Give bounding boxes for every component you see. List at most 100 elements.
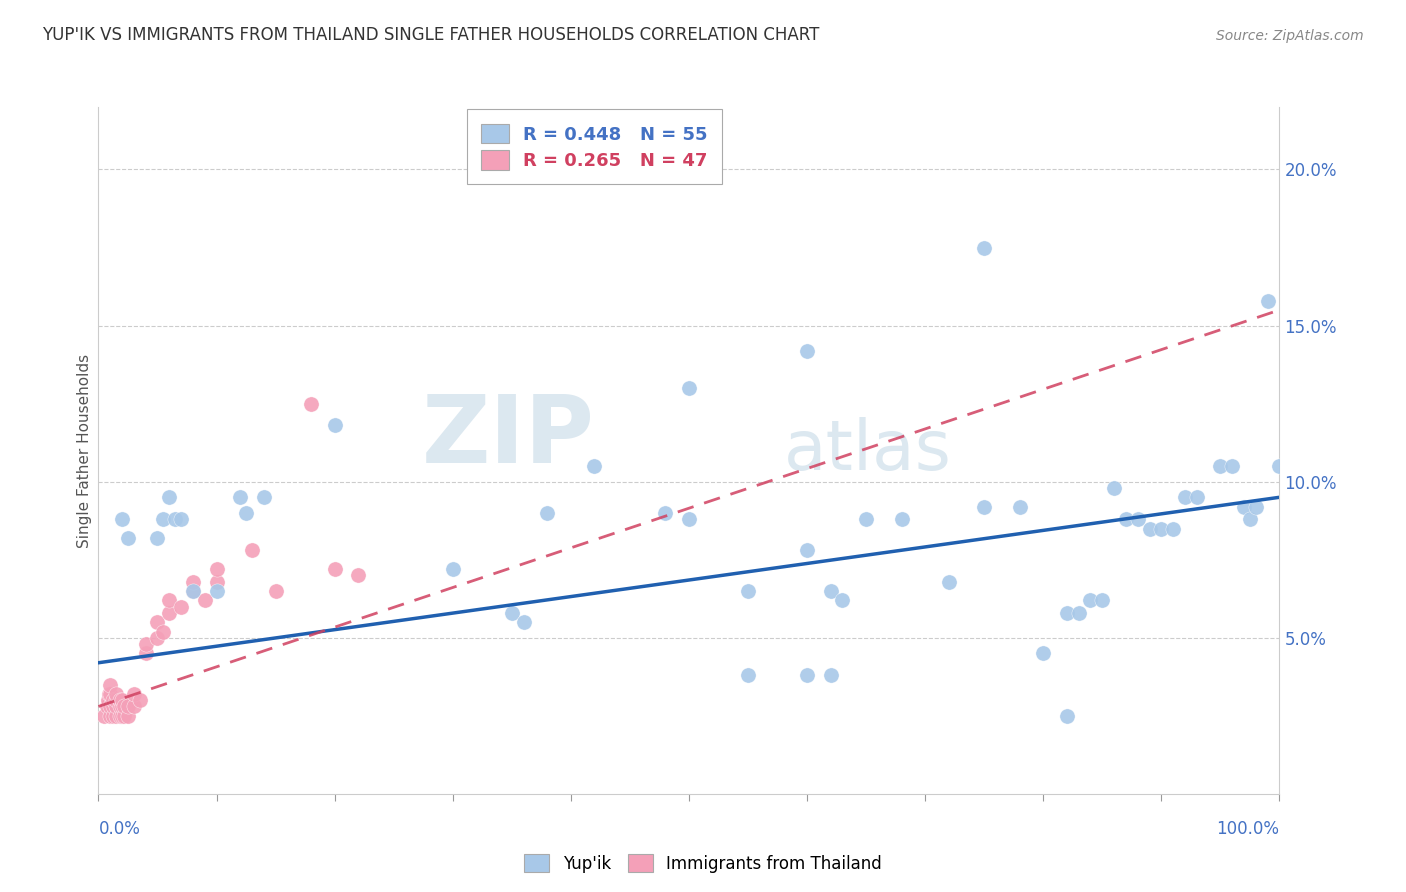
Text: ZIP: ZIP [422,391,595,483]
Point [323,418,346,433]
Text: atlas: atlas [783,417,952,484]
Point [146,531,169,545]
Point [205,574,228,589]
Point [117,699,139,714]
Point [135,646,157,660]
Point [678,381,700,395]
Point [820,583,842,598]
Point [122,699,145,714]
Y-axis label: Single Father Households: Single Father Households [77,353,91,548]
Point [181,583,204,598]
Point [105,699,128,714]
Point [165,512,187,526]
Point [583,458,606,473]
Text: 0.0%: 0.0% [98,820,141,838]
Point [820,668,842,682]
Point [938,574,960,589]
Point [152,624,174,639]
Legend: Yup'ik, Immigrants from Thailand: Yup'ik, Immigrants from Thailand [517,847,889,880]
Point [737,583,759,598]
Point [112,699,135,714]
Point [105,708,128,723]
Point [98,687,121,701]
Point [152,512,174,526]
Point [240,543,263,558]
Point [170,599,193,614]
Point [98,699,121,714]
Point [1220,458,1243,473]
Point [1244,500,1267,514]
Point [128,693,150,707]
Point [98,708,121,723]
Point [1115,512,1137,526]
Point [235,506,257,520]
Point [501,606,523,620]
Point [1080,593,1102,607]
Point [1150,521,1173,535]
Point [205,583,228,598]
Point [1056,606,1078,620]
Point [170,512,193,526]
Point [157,593,180,607]
Point [536,506,558,520]
Point [98,687,121,701]
Point [1032,646,1054,660]
Point [890,512,912,526]
Point [93,708,115,723]
Point [1126,512,1149,526]
Point [101,699,124,714]
Point [108,708,131,723]
Point [1185,490,1208,504]
Text: Source: ZipAtlas.com: Source: ZipAtlas.com [1216,29,1364,43]
Point [1268,458,1291,473]
Point [101,708,124,723]
Point [111,512,134,526]
Point [181,583,204,598]
Point [117,531,139,545]
Point [122,687,145,701]
Point [108,693,131,707]
Point [105,687,128,701]
Point [796,343,818,358]
Point [855,512,877,526]
Text: YUP'IK VS IMMIGRANTS FROM THAILAND SINGLE FATHER HOUSEHOLDS CORRELATION CHART: YUP'IK VS IMMIGRANTS FROM THAILAND SINGL… [42,26,820,44]
Point [111,708,134,723]
Point [157,606,180,620]
Point [1139,521,1161,535]
Point [796,668,818,682]
Point [299,396,322,410]
Point [441,562,464,576]
Point [205,562,228,576]
Point [737,668,759,682]
Point [96,699,118,714]
Point [181,574,204,589]
Point [1056,708,1078,723]
Point [105,693,128,707]
Point [108,699,131,714]
Point [157,490,180,504]
Point [512,615,534,630]
Point [112,708,135,723]
Point [253,490,276,504]
Point [146,615,169,630]
Point [1209,458,1232,473]
Point [97,693,120,707]
Point [98,678,121,692]
Point [323,562,346,576]
Text: 100.0%: 100.0% [1216,820,1279,838]
Point [117,708,139,723]
Legend: R = 0.448   N = 55, R = 0.265   N = 47: R = 0.448 N = 55, R = 0.265 N = 47 [467,109,721,184]
Point [264,583,287,598]
Point [1102,481,1125,495]
Point [101,693,124,707]
Point [146,631,169,645]
Point [1091,593,1114,607]
Point [973,240,995,255]
Point [973,500,995,514]
Point [1161,521,1184,535]
Point [796,543,818,558]
Point [347,568,370,582]
Point [678,512,700,526]
Point [229,490,252,504]
Point [1233,500,1256,514]
